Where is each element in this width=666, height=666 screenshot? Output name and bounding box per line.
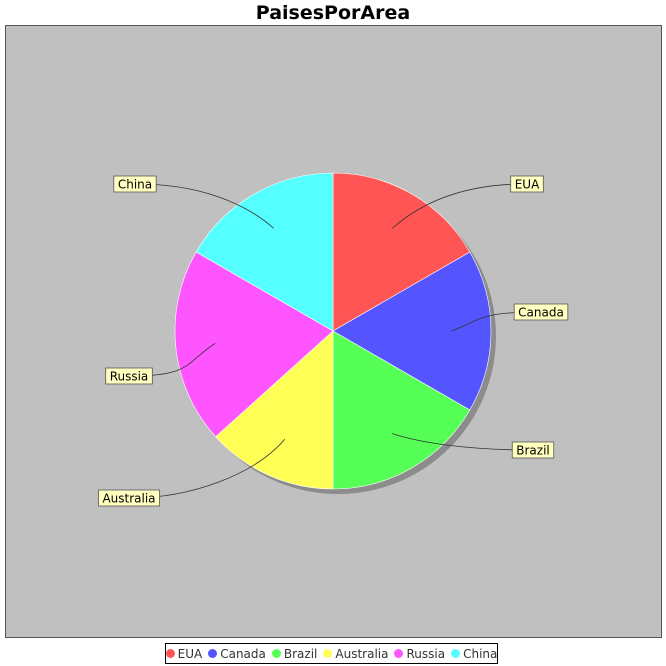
legend-item-canada: Canada [208,647,266,661]
legend-swatch-canada [208,649,218,658]
legend-label-eua: EUA [177,646,203,661]
slice-label-box-canada [513,303,569,321]
legend-item-brazil: Brazil [271,646,318,661]
legend-item-eua: EUA [165,646,203,661]
leader-line-eua [391,183,526,229]
slice-label-box-eua [510,175,544,193]
slice-label-text-brazil: Brazil [516,444,550,458]
legend-label-china: China [463,646,498,661]
legend-label-russia: Russia [406,646,446,661]
legend-item-russia: Russia [394,647,445,661]
legend-swatch-brazil [271,649,281,658]
leader-line-brazil [392,433,532,451]
pie-slice-australia [215,330,334,490]
slice-label-russia: Russia [105,367,153,385]
slice-label-text-russia: Russia [110,370,149,384]
slice-label-text-china: China [118,178,152,192]
slice-label-box-brazil [511,441,555,459]
legend: EUA Canada Brazil Australia Russia China [165,643,498,664]
legend-item-china: China [451,647,497,661]
slice-label-text-canada: Canada [518,306,564,320]
legend-label-canada: Canada [220,646,266,661]
slice-label-china: China [113,175,157,193]
legend-swatch-russia [394,649,404,658]
legend-label-brazil: Brazil [283,646,318,661]
pie-slice-eua [332,172,471,332]
pie-slice-brazil [332,330,471,490]
pie-slice-china [195,172,334,332]
slice-label-text-australia: Australia [102,492,155,506]
slice-label-australia: Australia [98,489,160,507]
pie-slice-canada [332,251,492,411]
slice-label-eua: EUA [510,175,544,193]
slice-label-box-china [113,175,157,193]
leader-line-china [136,183,275,229]
legend-swatch-china [451,649,461,658]
slice-label-brazil: Brazil [511,441,555,459]
legend-item-australia: Australia [323,647,388,661]
legend-swatch-eua [165,649,175,658]
slice-label-text-eua: EUA [515,178,540,192]
slice-label-box-russia [105,367,153,385]
pie-slice-russia [174,251,334,438]
legend-label-australia: Australia [335,646,389,661]
legend-swatch-australia [323,649,333,658]
chart-title: PaisesPorArea [255,2,411,24]
slice-label-box-australia [98,489,160,507]
slice-label-canada: Canada [513,303,569,321]
